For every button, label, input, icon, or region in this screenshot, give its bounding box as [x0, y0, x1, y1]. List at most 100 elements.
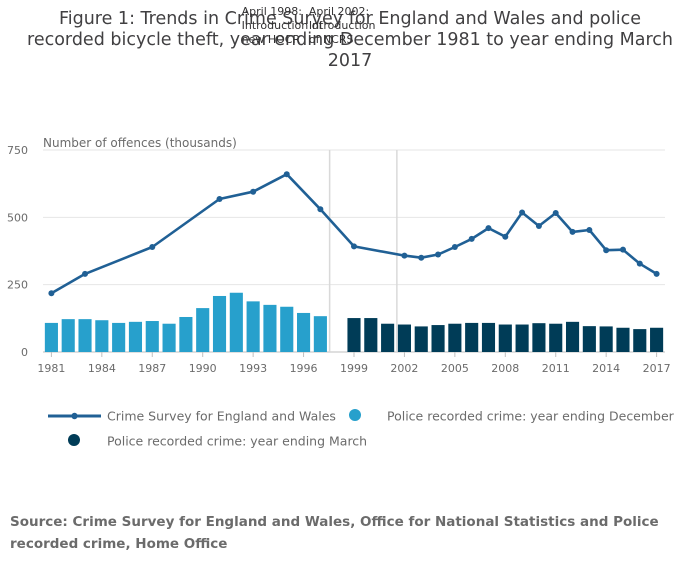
annotation-2002-line-3: of NCRS	[309, 33, 354, 46]
bar-march-2001	[381, 323, 395, 352]
bar-december-1987	[145, 321, 159, 352]
bar-march-2014	[599, 326, 613, 352]
y-axis-ticks: 0 250 500 750	[7, 144, 28, 359]
bar-december-1983	[78, 319, 92, 352]
bar-march-2007	[481, 322, 496, 352]
csew-point-1987	[149, 243, 156, 250]
bar-december-1985	[112, 322, 126, 352]
csew-point-1993	[250, 188, 257, 195]
bar-december-1993	[246, 301, 260, 352]
chart-title: Figure 1: Trends in Crime Survey for Eng…	[27, 9, 673, 71]
y-tick-750: 750	[7, 144, 28, 157]
bar-march-2006	[465, 322, 479, 352]
bar-march-2012	[565, 321, 580, 352]
csew-line	[50, 172, 658, 295]
legend-label-march: Police recorded crime: year ending March	[107, 434, 367, 449]
x-tick-1990: 1990	[189, 362, 217, 375]
x-tick-2002: 2002	[390, 362, 418, 375]
bar-december-1997	[313, 316, 327, 352]
bar-march-2016	[633, 329, 647, 352]
line-layer	[48, 171, 660, 297]
legend-dot-december	[349, 409, 361, 421]
x-axis-ticks: 1981 1984 1987 1990 1993 1996 1999 2002 2005 2008…	[37, 352, 671, 375]
y-axis-label: Number of offences (thousands)	[43, 136, 237, 150]
bar-march-2010	[532, 323, 546, 352]
bar-march-2002	[397, 324, 411, 352]
csew-point-2008	[502, 233, 509, 240]
bar-march-2015	[616, 327, 630, 352]
bar-march-2011	[549, 323, 563, 352]
legend-dot-march	[68, 434, 80, 446]
csew-point-2007	[485, 225, 492, 232]
bar-march-2017	[650, 327, 664, 352]
annotation-2002-line-1: April 2002:	[309, 5, 369, 18]
csew-point-1981	[48, 290, 55, 297]
csew-point-1983	[82, 270, 89, 277]
chart-title-line-1: Figure 1: Trends in Crime Survey for Eng…	[59, 9, 641, 29]
legend-label-csew: Crime Survey for England and Wales	[107, 409, 336, 424]
chart-title-line-3: 2017	[328, 51, 373, 71]
legend-item-december[interactable]: Police recorded crime: year ending Decem…	[349, 409, 675, 424]
bar-march-2000	[364, 318, 378, 352]
x-tick-2008: 2008	[491, 362, 519, 375]
bar-december-1996	[297, 312, 311, 352]
csew-point-2004	[435, 251, 442, 258]
x-tick-2014: 2014	[592, 362, 620, 375]
bar-december-1989	[179, 316, 193, 352]
annotation-lines	[328, 150, 398, 352]
csew-point-2017	[653, 270, 660, 277]
x-tick-1984: 1984	[88, 362, 116, 375]
bar-december-1986	[128, 321, 143, 352]
csew-point-2015	[619, 246, 626, 253]
bar-december-1992	[229, 292, 243, 352]
csew-point-1991	[216, 196, 223, 203]
bar-march-2003	[414, 326, 428, 352]
legend-line-marker	[71, 412, 78, 420]
x-tick-2005: 2005	[441, 362, 469, 375]
legend: Crime Survey for England and Wales Polic…	[48, 409, 675, 449]
csew-point-2014	[603, 247, 610, 254]
csew-point-1995	[283, 171, 290, 178]
annotation-1998-line-1: April 1998:	[242, 5, 302, 18]
bar-december-1994	[263, 304, 277, 352]
bar-march-2008	[498, 324, 512, 352]
bar-december-1981	[44, 322, 58, 352]
bar-december-1990	[196, 308, 210, 352]
y-tick-500: 500	[7, 211, 28, 224]
x-tick-1981: 1981	[37, 362, 65, 375]
x-tick-1999: 1999	[340, 362, 368, 375]
annotation-1998-line-2: Introduction of	[242, 19, 324, 32]
annotation-1998-line-3: new HOCR	[242, 33, 301, 46]
legend-label-december: Police recorded crime: year ending Decem…	[387, 409, 675, 424]
bar-december-1982	[61, 319, 75, 352]
bar-march-2004	[431, 325, 445, 352]
csew-point-2003	[418, 254, 425, 261]
legend-item-march[interactable]: Police recorded crime: year ending March	[68, 434, 367, 449]
csew-point-2002	[401, 252, 408, 259]
csew-point-1999	[351, 243, 357, 250]
bar-december-1984	[95, 320, 109, 352]
bar-march-2009	[515, 324, 529, 352]
bars-layer	[44, 292, 664, 352]
bar-march-2013	[582, 326, 596, 352]
x-tick-1993: 1993	[239, 362, 267, 375]
bar-march-2005	[448, 323, 462, 352]
legend-item-csew[interactable]: Crime Survey for England and Wales	[48, 409, 336, 424]
csew-point-2005	[451, 243, 458, 250]
csew-point-2011	[552, 210, 559, 217]
bar-march-1999	[347, 318, 361, 352]
y-tick-250: 250	[7, 279, 28, 292]
csew-point-2006	[468, 235, 475, 242]
csew-point-2016	[636, 260, 643, 267]
x-tick-1996: 1996	[290, 362, 318, 375]
bar-december-1991	[212, 295, 227, 352]
csew-point-2012	[569, 228, 576, 235]
x-tick-2011: 2011	[542, 362, 570, 375]
csew-point-2009	[519, 209, 526, 216]
csew-point-2013	[586, 226, 593, 233]
source-note: Source: Crime Survey for England and Wal…	[10, 514, 659, 552]
y-tick-0: 0	[21, 346, 28, 359]
bar-december-1995	[280, 306, 294, 352]
